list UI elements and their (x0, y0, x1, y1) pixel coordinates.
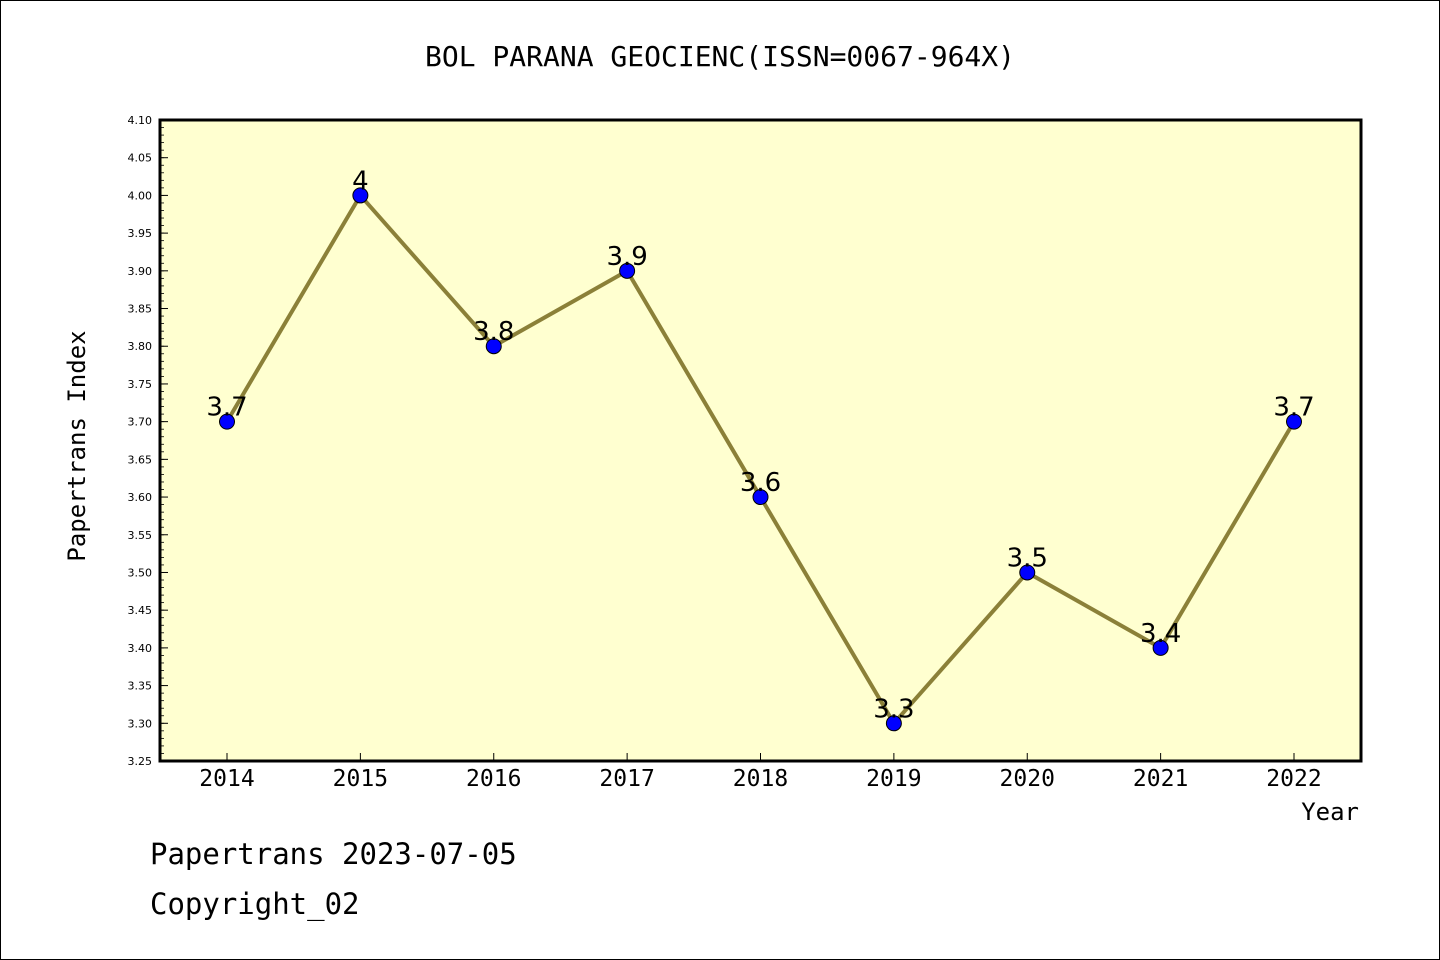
y-tick-label: 3.25 (128, 755, 153, 768)
y-tick-label: 3.35 (128, 680, 153, 693)
series-line-group: 3.7 4 3.8 3.9 3.6 3.3 3.5 3.4 3.7 (206, 166, 1315, 732)
x-tick-label: 2018 (733, 766, 788, 792)
data-point (1152, 639, 1169, 656)
data-label: 3.3 (873, 694, 914, 724)
y-tick-label: 3.30 (128, 717, 153, 730)
x-tick-label: 2022 (1266, 766, 1321, 792)
data-label: 3.6 (740, 468, 781, 498)
chart-title: BOL PARANA GEOCIENC(ISSN=0067-964X) (425, 40, 1015, 73)
y-axis-label: Papertrans Index (63, 330, 91, 561)
data-label: 3.7 (1273, 393, 1314, 423)
data-point (219, 413, 235, 430)
plot-border (158, 118, 1363, 763)
data-point (485, 338, 502, 355)
x-tick-label: 2017 (599, 766, 654, 792)
footer-copyright: Copyright_02 (150, 887, 360, 922)
y-tick-label: 3.70 (128, 416, 153, 429)
data-label: 4 (352, 166, 369, 196)
x-tick-label: 2019 (866, 766, 921, 792)
y-tick-label: 3.85 (128, 303, 153, 316)
x-tick-label: 2014 (199, 766, 254, 792)
y-tick-label: 3.80 (128, 340, 153, 353)
y-tick-label: 3.90 (128, 265, 153, 278)
x-axis-label: Year (1301, 798, 1359, 826)
data-point (885, 715, 902, 732)
data-point (619, 262, 636, 279)
data-point (1286, 413, 1302, 430)
y-tick-label: 3.55 (128, 529, 153, 542)
y-tick-label: 3.40 (128, 642, 153, 655)
y-tick-label: 4.05 (128, 152, 153, 165)
y-tick-label: 3.65 (128, 453, 153, 466)
x-tick-label: 2020 (1000, 766, 1055, 792)
data-label: 3.8 (473, 317, 514, 347)
data-point (752, 489, 769, 506)
y-tick-label: 3.45 (128, 604, 153, 617)
x-tick-label: 2015 (333, 766, 388, 792)
x-axis-ticks: 2014 2015 2016 2017 2018 2019 2020 2021 2022 (199, 753, 1322, 792)
data-label: 3.9 (606, 242, 647, 272)
plot-area (160, 120, 1361, 761)
y-tick-label: 3.75 (128, 378, 153, 391)
data-point (352, 187, 369, 204)
y-tick-label: 4.10 (128, 114, 153, 127)
data-point (1019, 564, 1036, 581)
y-tick-label: 3.50 (128, 566, 153, 579)
x-tick-label: 2016 (466, 766, 521, 792)
y-tick-label: 3.60 (128, 491, 153, 504)
data-label: 3.5 (1007, 543, 1048, 573)
y-tick-label: 4.00 (128, 189, 153, 202)
x-tick-label: 2021 (1133, 766, 1188, 792)
y-tick-label: 3.95 (128, 227, 153, 240)
data-label: 3.4 (1140, 619, 1181, 649)
footer-date: Papertrans 2023-07-05 (150, 837, 517, 871)
data-label: 3.7 (206, 393, 247, 423)
